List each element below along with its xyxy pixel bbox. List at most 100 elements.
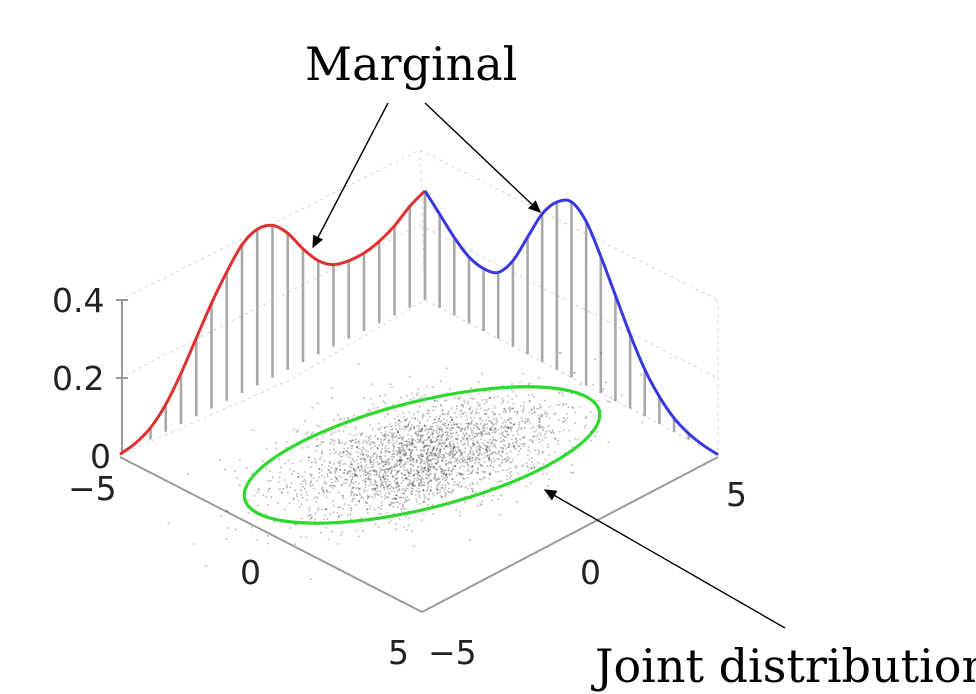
joint-sample-point [398, 449, 401, 452]
joint-sample-point [410, 463, 413, 465]
joint-sample-point [454, 465, 457, 467]
joint-sample-point [455, 459, 458, 461]
joint-sample-point [452, 478, 454, 480]
joint-sample-point [459, 467, 461, 469]
joint-sample-point [451, 419, 453, 421]
joint-sample-point [542, 473, 544, 475]
joint-sample-point [427, 456, 429, 459]
joint-sample-point [568, 429, 570, 432]
joint-sample-point [501, 459, 503, 461]
joint-sample-point [268, 488, 270, 490]
joint-sample-point [316, 424, 318, 427]
joint-sample-point [378, 428, 381, 431]
joint-sample-point [538, 451, 540, 454]
joint-sample-point [437, 460, 439, 463]
joint-sample-point [333, 443, 335, 446]
joint-sample-point [447, 412, 449, 415]
joint-sample-point [461, 413, 464, 415]
joint-sample-point [395, 482, 398, 485]
joint-sample-point [427, 481, 430, 483]
joint-sample-point [432, 466, 434, 469]
joint-sample-point [289, 527, 292, 529]
joint-sample-point [420, 430, 423, 432]
joint-sample-point [505, 436, 508, 439]
joint-sample-point [437, 483, 439, 486]
joint-sample-point [427, 451, 429, 454]
joint-sample-point [546, 413, 549, 415]
joint-sample-point [509, 427, 512, 430]
joint-sample-point [476, 402, 479, 404]
joint-sample-point [327, 538, 330, 541]
joint-sample-point [471, 412, 473, 415]
joint-sample-point [316, 445, 319, 447]
joint-sample-point [401, 472, 404, 475]
joint-sample-point [527, 419, 529, 422]
joint-sample-point [412, 459, 415, 461]
joint-sample-point [460, 485, 463, 488]
joint-sample-point [367, 478, 370, 480]
joint-sample-point [331, 487, 334, 489]
joint-sample-point [351, 481, 353, 484]
joint-sample-point [524, 421, 526, 424]
joint-sample-point [350, 494, 352, 497]
joint-sample-point [455, 438, 458, 440]
joint-sample-point [427, 460, 430, 462]
joint-sample-point [417, 487, 419, 490]
joint-sample-point [446, 473, 448, 475]
joint-sample-point [467, 425, 470, 427]
joint-sample-point [418, 440, 420, 442]
joint-sample-point [383, 435, 386, 438]
joint-sample-point [450, 449, 452, 452]
joint-sample-point [427, 468, 430, 470]
joint-sample-point [380, 508, 382, 510]
joint-sample-point [468, 394, 471, 396]
joint-sample-point [484, 409, 486, 412]
joint-sample-point [494, 427, 496, 430]
joint-sample-point [439, 442, 441, 445]
joint-sample-point [367, 496, 369, 498]
joint-sample-point [441, 423, 444, 426]
joint-sample-point [385, 483, 387, 485]
joint-sample-point [348, 465, 351, 468]
joint-sample-point [287, 459, 289, 462]
joint-sample-point [443, 448, 445, 450]
joint-sample-point [488, 457, 490, 459]
joint-sample-point [246, 467, 248, 469]
joint-sample-point [351, 445, 354, 448]
joint-sample-point [376, 473, 378, 476]
joint-sample-point [523, 405, 525, 408]
joint-sample-point [403, 474, 405, 476]
joint-sample-point [371, 441, 374, 444]
joint-sample-point [445, 438, 448, 440]
joint-sample-point [372, 484, 374, 486]
joint-sample-point [312, 431, 314, 434]
joint-sample-point [369, 461, 372, 464]
joint-sample-point [295, 524, 297, 526]
joint-sample-point [422, 489, 425, 492]
joint-sample-point [373, 469, 376, 472]
joint-sample-point [314, 460, 316, 463]
joint-sample-point [423, 466, 426, 469]
joint-sample-point [430, 466, 432, 468]
joint-sample-point [411, 459, 413, 462]
joint-sample-point [458, 450, 461, 452]
joint-sample-point [461, 452, 464, 454]
joint-sample-point [421, 427, 423, 430]
joint-sample-point [399, 452, 402, 454]
joint-sample-point [458, 397, 460, 399]
joint-sample-point [574, 438, 577, 440]
joint-sample-point [460, 409, 462, 412]
joint-sample-point [341, 495, 344, 497]
joint-sample-point [556, 443, 559, 445]
joint-sample-point [539, 424, 541, 426]
joint-sample-point [285, 484, 287, 487]
joint-sample-point [433, 399, 436, 402]
joint-sample-point [412, 465, 414, 468]
joint-sample-point [525, 418, 527, 420]
joint-sample-point [382, 475, 384, 477]
joint-sample-point [342, 451, 344, 453]
joint-sample-point [485, 419, 487, 421]
joint-sample-point [365, 501, 367, 504]
joint-sample-point [464, 426, 466, 429]
joint-sample-point [416, 425, 418, 427]
